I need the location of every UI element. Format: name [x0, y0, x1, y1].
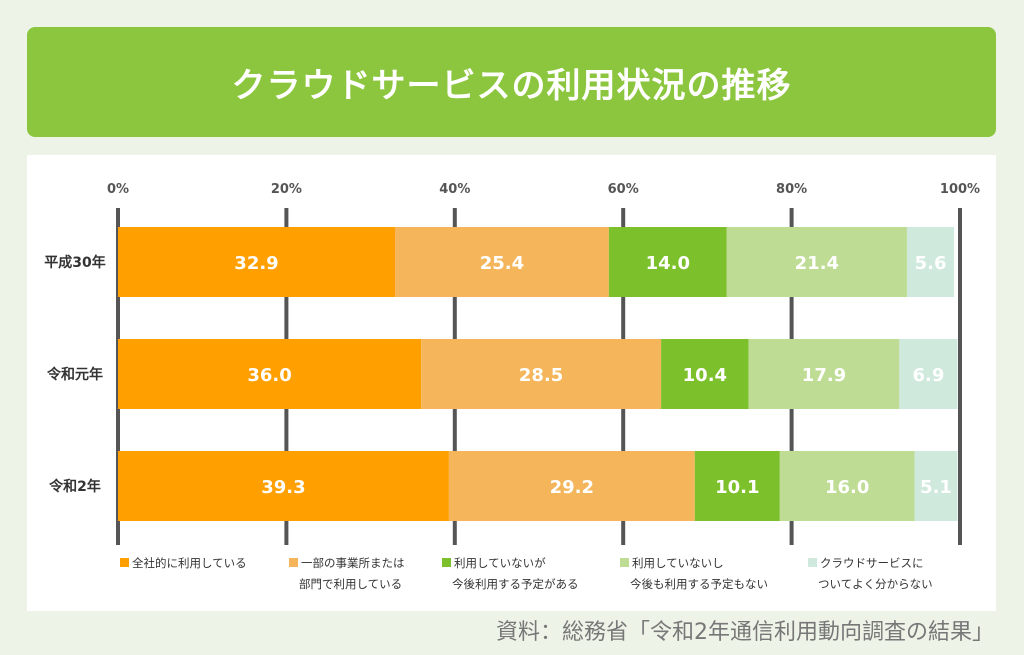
legend-swatch — [808, 558, 817, 567]
bar-segment — [118, 339, 422, 409]
data-label: 29.2 — [550, 477, 594, 498]
data-label: 10.1 — [715, 477, 759, 498]
category-label: 平成30年 — [44, 254, 105, 271]
bar-segment — [448, 451, 695, 521]
bar-segment — [726, 227, 907, 297]
data-label: 39.3 — [261, 477, 305, 498]
legend-label: 部門で利用している — [299, 577, 402, 591]
legend-label: クラウドサービスに — [820, 556, 924, 570]
data-label: 25.4 — [480, 253, 524, 274]
legend-label: 利用していないが — [454, 556, 546, 570]
bar-segment — [421, 339, 662, 409]
legend-swatch — [620, 558, 629, 567]
bar-segment — [694, 451, 780, 521]
data-label: 5.1 — [920, 477, 952, 498]
bar-segment — [899, 339, 958, 409]
title-banner: クラウドサービスの利用状況の推移 — [27, 27, 996, 137]
data-label: 10.4 — [683, 365, 727, 386]
bar-segment — [118, 227, 396, 297]
data-label: 14.0 — [646, 253, 690, 274]
x-tick-label: 0% — [107, 182, 129, 197]
x-tick-label: 40% — [439, 182, 470, 197]
legend-label: 今後利用する予定がある — [452, 577, 579, 591]
bar-segment — [906, 227, 955, 297]
data-label: 5.6 — [915, 253, 947, 274]
chart-title: クラウドサービスの利用状況の推移 — [231, 65, 792, 106]
category-label: 令和元年 — [46, 366, 103, 383]
legend-label: 今後も利用する予定もない — [630, 577, 768, 591]
data-label: 36.0 — [247, 365, 291, 386]
legend-label: 利用していないし — [632, 556, 724, 570]
legend-swatch — [120, 558, 129, 567]
bar-segment — [661, 339, 749, 409]
legend-label: 全社的に利用している — [132, 556, 247, 570]
legend-label: 一部の事業所または — [301, 556, 405, 570]
x-tick-label: 60% — [608, 182, 639, 197]
bar-segment — [914, 451, 958, 521]
source-note: 資料：総務省「令和2年通信利用動向調査の結果」 — [496, 620, 994, 645]
bar-segment — [608, 227, 727, 297]
data-label: 32.9 — [234, 253, 278, 274]
data-label: 16.0 — [825, 477, 869, 498]
stacked-bar-chart: 0% 20% 40% 60% 80% 100% 平成30年 32.9 25.4 14.0 21.4 5… — [44, 182, 980, 591]
data-label: 28.5 — [519, 365, 563, 386]
data-label: 17.9 — [802, 365, 846, 386]
data-label: 21.4 — [795, 253, 839, 274]
bar-segment — [118, 451, 449, 521]
x-tick-label: 80% — [776, 182, 807, 197]
chart-panel: 0% 20% 40% 60% 80% 100% 平成30年 32.9 25.4 14.0 21.4 5… — [27, 155, 996, 611]
bar-segment — [748, 339, 900, 409]
legend-swatch — [442, 558, 451, 567]
legend-label: ついてよく分からない — [818, 577, 933, 591]
bar-segment — [779, 451, 915, 521]
x-tick-label: 20% — [271, 182, 302, 197]
bar-segment — [395, 227, 609, 297]
category-label: 令和2年 — [48, 478, 101, 495]
legend-swatch — [289, 558, 298, 567]
data-label: 6.9 — [912, 365, 944, 386]
x-tick-label: 100% — [940, 182, 980, 197]
